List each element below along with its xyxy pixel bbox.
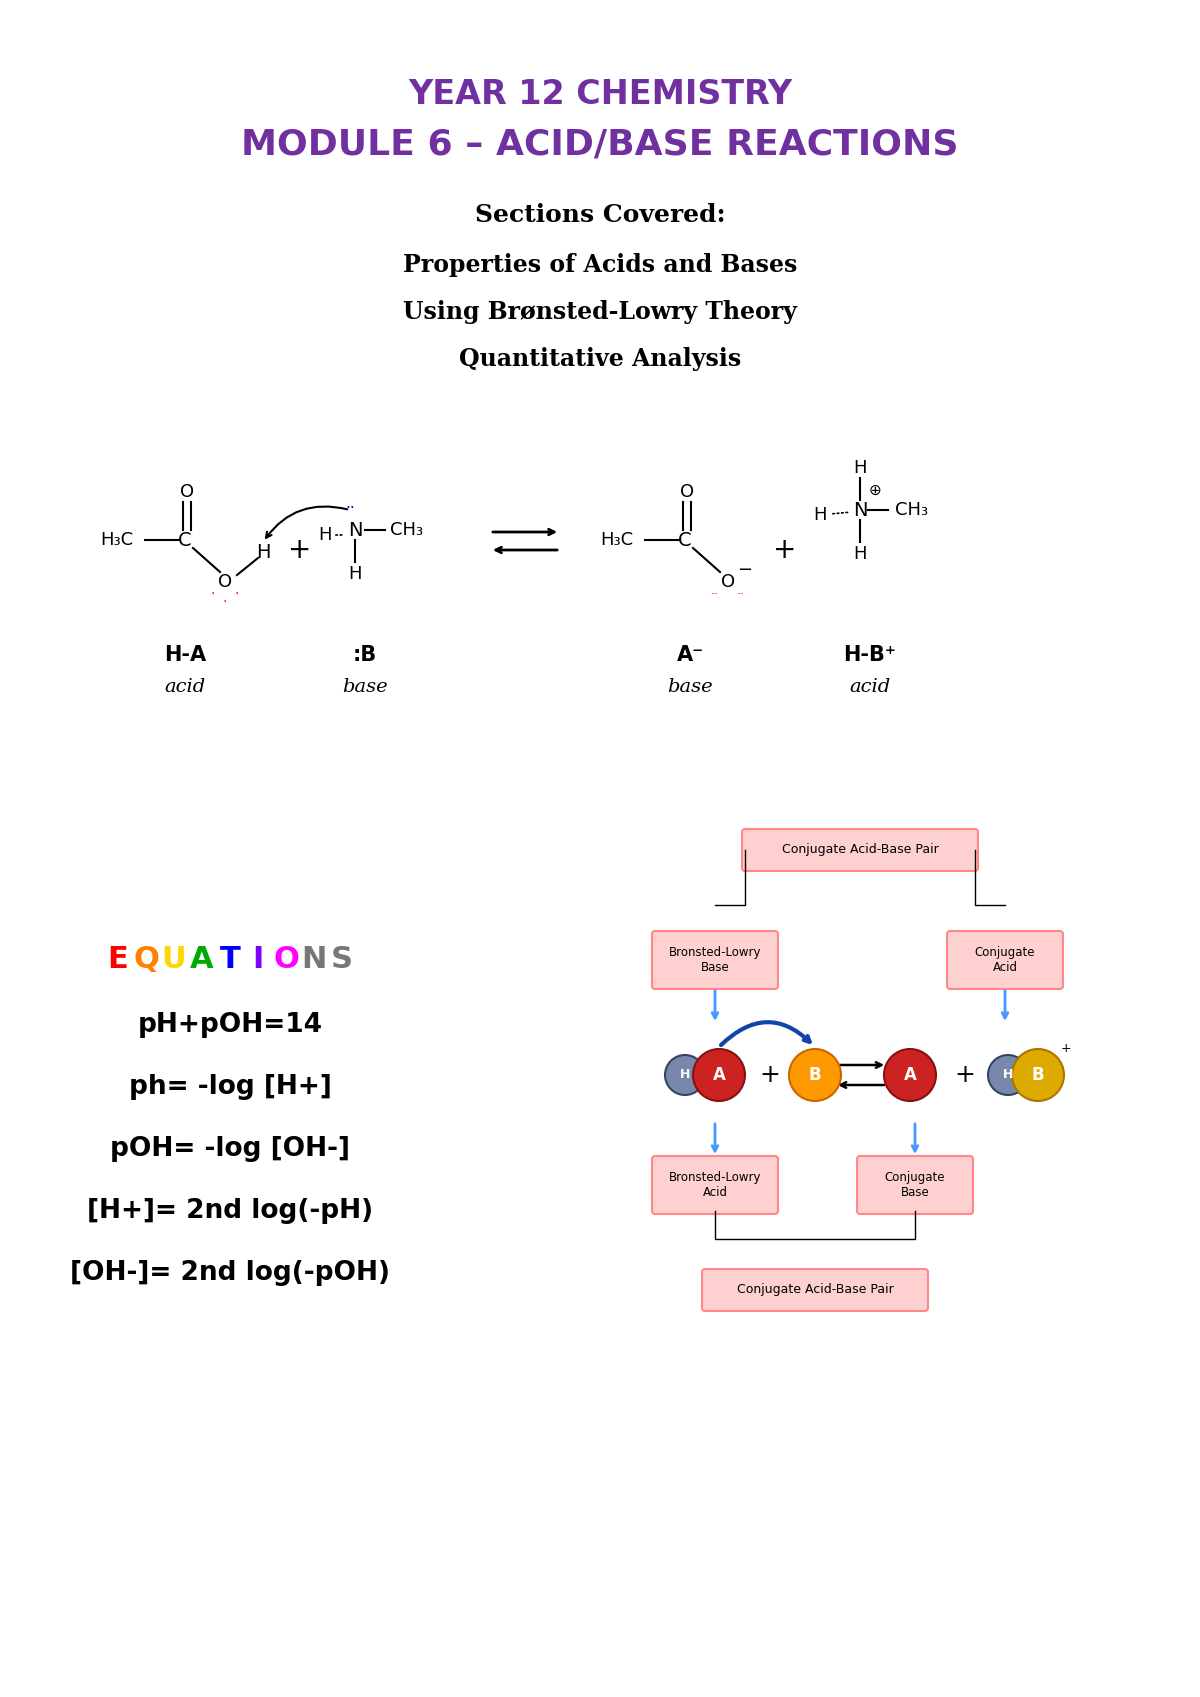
Text: C: C (678, 531, 692, 550)
Text: MODULE 6 – ACID/BASE REACTIONS: MODULE 6 – ACID/BASE REACTIONS (241, 127, 959, 161)
Text: Bronsted-Lowry
Acid: Bronsted-Lowry Acid (668, 1171, 761, 1200)
Text: pOH= -log [OH-]: pOH= -log [OH-] (110, 1135, 350, 1162)
Text: Q: Q (133, 945, 158, 974)
Text: H: H (680, 1069, 690, 1081)
Text: H₃C: H₃C (100, 531, 133, 550)
Text: Conjugate Acid-Base Pair: Conjugate Acid-Base Pair (781, 843, 938, 857)
FancyBboxPatch shape (857, 1156, 973, 1213)
Text: O: O (180, 484, 194, 501)
Text: N: N (301, 945, 326, 974)
Text: Conjugate
Base: Conjugate Base (884, 1171, 946, 1200)
Text: H: H (256, 543, 270, 562)
Circle shape (790, 1049, 841, 1101)
Text: O: O (680, 484, 694, 501)
Text: .: . (235, 584, 239, 597)
FancyBboxPatch shape (742, 830, 978, 871)
Text: B: B (1032, 1066, 1044, 1084)
Text: pH+pOH=14: pH+pOH=14 (138, 1011, 323, 1039)
Text: A: A (904, 1066, 917, 1084)
Text: Using Brønsted-Lowry Theory: Using Brønsted-Lowry Theory (403, 300, 797, 324)
Text: H: H (318, 526, 331, 545)
Text: [H+]= 2nd log(-pH): [H+]= 2nd log(-pH) (86, 1198, 373, 1224)
Text: O: O (721, 574, 736, 591)
Text: YEAR 12 CHEMISTRY: YEAR 12 CHEMISTRY (408, 78, 792, 112)
Text: CH₃: CH₃ (390, 521, 424, 540)
Text: +: + (773, 536, 797, 563)
Circle shape (988, 1056, 1028, 1095)
Text: :B: :B (353, 645, 377, 665)
Text: Properties of Acids and Bases: Properties of Acids and Bases (403, 253, 797, 277)
Text: .: . (223, 591, 227, 606)
Text: H: H (814, 506, 827, 524)
FancyBboxPatch shape (702, 1269, 928, 1312)
Text: H: H (853, 458, 866, 477)
Text: B: B (809, 1066, 821, 1084)
Text: H: H (348, 565, 361, 584)
Text: N: N (348, 521, 362, 540)
Text: T: T (220, 945, 240, 974)
Text: U: U (162, 945, 186, 974)
Text: CH₃: CH₃ (895, 501, 929, 519)
Text: −: − (738, 562, 752, 579)
Text: Conjugate Acid-Base Pair: Conjugate Acid-Base Pair (737, 1283, 893, 1297)
Text: S: S (331, 945, 353, 974)
Text: H₃C: H₃C (600, 531, 634, 550)
Text: A: A (713, 1066, 726, 1084)
FancyBboxPatch shape (652, 1156, 778, 1213)
Text: ··: ·· (710, 589, 719, 601)
Text: E: E (108, 945, 128, 974)
Text: +: + (288, 536, 312, 563)
Circle shape (1012, 1049, 1064, 1101)
Text: .: . (211, 584, 215, 597)
Text: ⊕: ⊕ (869, 482, 881, 497)
Text: A⁻: A⁻ (677, 645, 703, 665)
Text: H: H (853, 545, 866, 563)
Text: base: base (667, 679, 713, 696)
Text: ··: ·· (737, 589, 745, 601)
Text: Conjugate
Acid: Conjugate Acid (974, 945, 1036, 974)
Circle shape (884, 1049, 936, 1101)
Text: H: H (1003, 1069, 1013, 1081)
Text: A: A (190, 945, 214, 974)
Text: acid: acid (164, 679, 205, 696)
FancyBboxPatch shape (947, 932, 1063, 989)
Text: C: C (178, 531, 192, 550)
Text: N: N (853, 501, 868, 519)
Text: H-A: H-A (164, 645, 206, 665)
Circle shape (694, 1049, 745, 1101)
Text: O: O (218, 574, 232, 591)
Circle shape (665, 1056, 706, 1095)
Text: +: + (954, 1062, 976, 1088)
Text: Quantitative Analysis: Quantitative Analysis (458, 346, 742, 372)
FancyBboxPatch shape (652, 932, 778, 989)
Text: acid: acid (850, 679, 890, 696)
Text: Bronsted-Lowry
Base: Bronsted-Lowry Base (668, 945, 761, 974)
Text: ··: ·· (346, 501, 355, 516)
Text: O: O (274, 945, 299, 974)
Text: [OH-]= 2nd log(-pOH): [OH-]= 2nd log(-pOH) (70, 1259, 390, 1286)
Text: H-B⁺: H-B⁺ (844, 645, 896, 665)
Text: I: I (252, 945, 264, 974)
Text: ph= -log [H+]: ph= -log [H+] (128, 1074, 331, 1100)
Text: Sections Covered:: Sections Covered: (475, 204, 725, 227)
Text: +: + (1061, 1042, 1072, 1056)
Text: base: base (342, 679, 388, 696)
Text: +: + (760, 1062, 780, 1088)
